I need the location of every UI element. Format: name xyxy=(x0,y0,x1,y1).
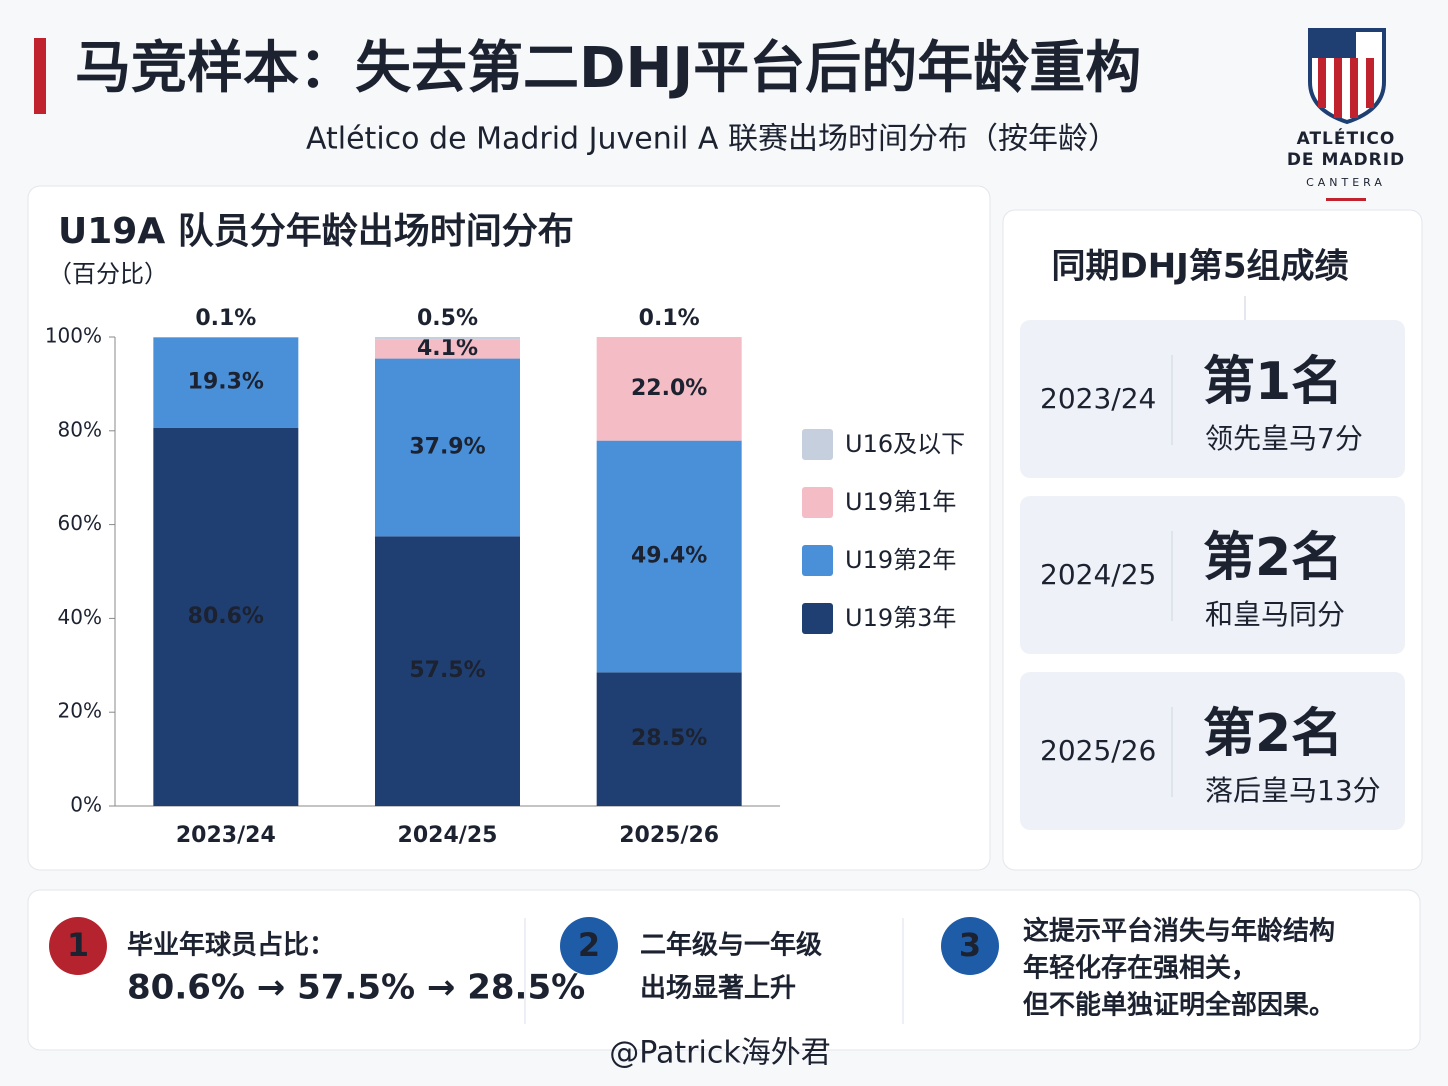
data-label: 22.0% xyxy=(631,376,707,401)
rank: 第2名 xyxy=(1203,528,1343,588)
data-label: 0.1% xyxy=(639,306,700,331)
bar-segment xyxy=(596,440,742,673)
logo-stripe xyxy=(1318,58,1326,108)
rank: 第1名 xyxy=(1203,352,1343,412)
bar-segment xyxy=(375,536,520,806)
y-tick-label: 40% xyxy=(58,605,102,629)
note-number: 1 xyxy=(67,926,89,964)
chart-title: U19A 队员分年龄出场时间分布 xyxy=(58,211,574,252)
standings-title: 同期DHJ第5组成绩 xyxy=(1052,247,1349,287)
bar-segment xyxy=(153,427,299,806)
legend-swatch xyxy=(802,429,833,460)
logo-stripe xyxy=(1350,58,1358,118)
standing-card xyxy=(1020,672,1405,830)
y-tick-label: 80% xyxy=(58,417,102,441)
legend-label: U19第3年 xyxy=(845,604,956,632)
note-text: 二年级与一年级 xyxy=(640,930,822,961)
standing-card xyxy=(1020,496,1405,654)
note-badge xyxy=(560,917,618,975)
legend-swatch xyxy=(802,603,833,634)
title-accent xyxy=(34,38,46,114)
page-subtitle: Atlético de Madrid Juvenil A 联赛出场时间分布（按年… xyxy=(306,122,1118,157)
logo-stripe xyxy=(1366,58,1374,108)
data-label: 57.5% xyxy=(409,658,485,683)
logo-text: ATLÉTICO xyxy=(1297,127,1396,149)
bar-segment xyxy=(596,672,742,806)
logo-stripe xyxy=(1334,58,1342,118)
y-tick-label: 100% xyxy=(45,324,102,348)
note-text: 这提示平台消失与年龄结构 xyxy=(1023,916,1335,947)
data-label: 37.9% xyxy=(409,434,485,459)
data-label: 49.4% xyxy=(631,543,707,568)
bar-segment xyxy=(596,337,742,441)
note-badge xyxy=(941,917,999,975)
season: 2025/26 xyxy=(1040,734,1156,767)
note-text: 毕业年球员占比： xyxy=(127,930,335,961)
data-label: 19.3% xyxy=(188,370,264,395)
rank-note: 和皇马同分 xyxy=(1205,598,1345,631)
x-tick-label: 2024/25 xyxy=(398,823,498,848)
bar-segment xyxy=(375,339,520,359)
chart: 0% 20% 40% 60% 80% 100% 2023/24 80.6% 19.3% 0.1% 2… xyxy=(45,306,965,848)
season: 2024/25 xyxy=(1040,558,1156,591)
bar-segment xyxy=(375,358,520,537)
rank-note: 领先皇马7分 xyxy=(1205,422,1363,455)
notes-panel xyxy=(27,889,1421,1051)
data-label: 0.5% xyxy=(417,306,478,331)
note-text: 80.6% → 57.5% → 28.5% xyxy=(127,968,585,1008)
legend-label: U16及以下 xyxy=(845,430,965,458)
note-text: 年轻化存在强相关， xyxy=(1023,953,1257,984)
page-title: 马竞样本：失去第二DHJ平台后的年龄重构 xyxy=(75,36,1141,101)
standing-card xyxy=(1020,320,1405,478)
logo-rule xyxy=(1326,198,1366,201)
note-number: 3 xyxy=(959,926,981,964)
legend-label: U19第2年 xyxy=(845,546,956,574)
note-number: 2 xyxy=(578,926,600,964)
rank-note: 落后皇马13分 xyxy=(1205,774,1381,807)
x-tick-label: 2025/26 xyxy=(619,823,719,848)
note-text: 但不能单独证明全部因果。 xyxy=(1023,990,1335,1021)
bar-segment xyxy=(375,337,520,340)
watermark: @Patrick海外君 xyxy=(609,1036,830,1071)
note-badge xyxy=(49,917,107,975)
y-tick-label: 0% xyxy=(70,793,102,817)
legend-label: U19第1年 xyxy=(845,488,956,516)
note-text: 出场显著上升 xyxy=(640,974,796,1004)
logo-text: DE MADRID xyxy=(1287,150,1405,170)
x-tick-label: 2023/24 xyxy=(176,823,276,848)
legend-swatch xyxy=(802,545,833,576)
data-label: 80.6% xyxy=(188,604,264,629)
logo-canton xyxy=(1312,32,1356,58)
legend-swatch xyxy=(802,487,833,518)
data-label: 28.5% xyxy=(631,726,707,751)
club-logo: ATLÉTICO DE MADRID CANTERA xyxy=(1287,28,1405,201)
chart-subtitle: （百分比） xyxy=(48,260,168,288)
y-tick-label: 20% xyxy=(58,699,102,723)
data-label: 0.1% xyxy=(195,306,256,331)
y-tick-label: 60% xyxy=(58,511,102,535)
rank: 第2名 xyxy=(1203,704,1343,764)
season: 2023/24 xyxy=(1040,382,1156,415)
bar-segment xyxy=(153,337,299,428)
logo-text: CANTERA xyxy=(1306,176,1386,189)
notes: 1 毕业年球员占比： 80.6% → 57.5% → 28.5% 2 二年级与一年级出场… xyxy=(49,916,1335,1021)
data-label: 4.1% xyxy=(417,336,478,361)
